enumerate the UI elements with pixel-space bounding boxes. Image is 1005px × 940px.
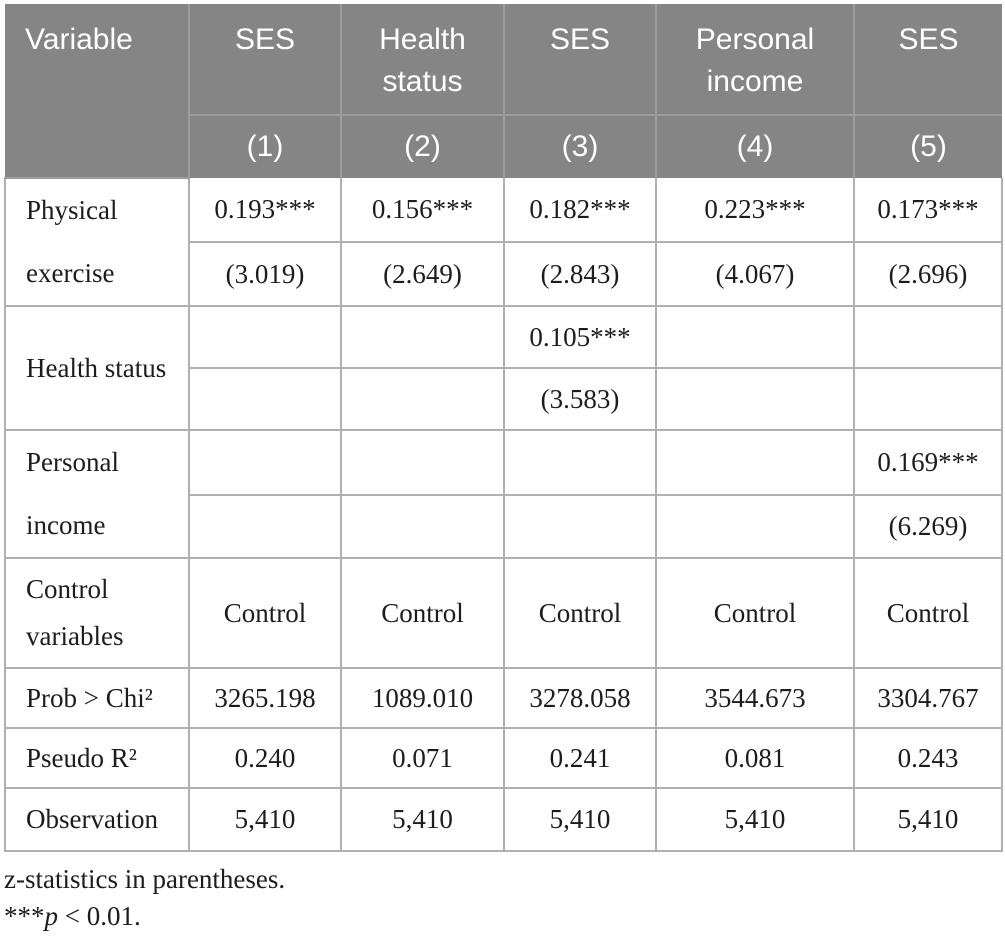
- header-model-1: SES: [188, 4, 342, 116]
- cell-pseudo-5: 0.243: [853, 727, 1003, 789]
- cell-health-coef-1: [188, 305, 342, 369]
- header-variable-cell: Variable: [5, 4, 190, 179]
- cell-pseudo-2: 0.071: [340, 727, 505, 789]
- cell-health-coef-2: [340, 305, 505, 369]
- cell-control-5: Control: [853, 557, 1003, 669]
- note-zstatistics: z-statistics in parentheses.: [4, 864, 286, 894]
- note-significance-stars: ***: [4, 901, 45, 931]
- header-model-2: Health status: [340, 4, 505, 116]
- cell-obs-1: 5,410: [188, 787, 342, 852]
- label-pseudo-r2: Pseudo R²: [4, 727, 190, 789]
- cell-income-z-5: (6.269): [853, 493, 1003, 560]
- row-pseudo-r2: Pseudo R² 0.240 0.071 0.241 0.081 0.243: [4, 727, 1003, 789]
- cell-control-2: Control: [340, 557, 505, 669]
- cell-income-coef-2: [340, 429, 505, 496]
- cell-physical-coef-4: 0.223***: [655, 178, 855, 243]
- label-observation: Observation: [4, 787, 190, 852]
- cell-control-1: Control: [188, 557, 342, 669]
- cell-physical-z-5: (2.696): [853, 241, 1003, 307]
- cell-physical-z-4: (4.067): [655, 241, 855, 307]
- cell-income-z-2: [340, 493, 505, 560]
- label-physical-exercise: Physical exercise: [4, 178, 190, 307]
- cell-obs-4: 5,410: [655, 787, 855, 852]
- cell-pseudo-4: 0.081: [655, 727, 855, 789]
- row-control-variables: Control variables Control Control Contro…: [4, 557, 1003, 669]
- cell-pseudo-1: 0.240: [188, 727, 342, 789]
- table-footnotes: z-statistics in parentheses. ***p < 0.01…: [4, 861, 1001, 935]
- label-health-status: Health status: [4, 305, 190, 431]
- cell-income-z-1: [188, 493, 342, 560]
- header-num-2: (2): [340, 114, 505, 178]
- cell-physical-z-3: (2.843): [503, 241, 657, 307]
- header-model-4: Personal income: [655, 4, 855, 116]
- cell-health-z-3: (3.583): [503, 367, 657, 431]
- cell-obs-5: 5,410: [853, 787, 1003, 852]
- row-physical-coef: Physical exercise 0.193*** 0.156*** 0.18…: [4, 178, 1003, 307]
- cell-income-coef-1: [188, 429, 342, 496]
- cell-physical-z-1: (3.019): [188, 241, 342, 307]
- header-num-1: (1): [188, 114, 342, 178]
- header-model-5: SES: [853, 4, 1002, 116]
- regression-results-table: Variable SES Health status SES Personal …: [4, 4, 1003, 852]
- header-row-models: Variable SES Health status SES Personal …: [5, 4, 1002, 179]
- cell-health-z-5: [853, 367, 1003, 431]
- cell-income-coef-4: [655, 429, 855, 496]
- row-income-coef: Personal income 0.169***: [4, 429, 1003, 559]
- label-control-variables: Control variables: [4, 557, 190, 669]
- cell-control-4: Control: [655, 557, 855, 669]
- cell-physical-coef-3: 0.182***: [503, 178, 657, 243]
- note-significance-threshold: < 0.01.: [58, 901, 141, 931]
- header-num-3: (3): [503, 114, 657, 178]
- cell-income-z-4: [655, 493, 855, 560]
- header-num-5: (5): [853, 114, 1002, 178]
- cell-physical-coef-2: 0.156***: [340, 178, 505, 243]
- cell-prob-3: 3278.058: [503, 667, 657, 729]
- cell-health-z-2: [340, 367, 505, 431]
- cell-prob-1: 3265.198: [188, 667, 342, 729]
- note-significance-pvar: p: [44, 901, 59, 931]
- cell-obs-3: 5,410: [503, 787, 657, 852]
- row-health-z: (3.583): [5, 367, 1003, 431]
- header-row-numbers: (1) (2) (3) (4) (5): [5, 114, 1002, 178]
- header-num-4: (4): [655, 114, 855, 178]
- cell-income-coef-3: [503, 429, 657, 496]
- cell-prob-2: 1089.010: [340, 667, 505, 729]
- cell-physical-coef-1: 0.193***: [188, 178, 342, 243]
- cell-prob-4: 3544.673: [655, 667, 855, 729]
- cell-obs-2: 5,410: [340, 787, 505, 852]
- cell-control-3: Control: [503, 557, 657, 669]
- cell-physical-z-2: (2.649): [340, 241, 505, 307]
- cell-health-z-4: [655, 367, 855, 431]
- header-model-3: SES: [503, 4, 657, 116]
- row-observation: Observation 5,410 5,410 5,410 5,410 5,41…: [4, 787, 1003, 852]
- cell-health-coef-5: [853, 305, 1003, 369]
- cell-health-coef-3: 0.105***: [503, 305, 657, 369]
- cell-prob-5: 3304.767: [853, 667, 1003, 729]
- row-prob-chi2: Prob > Chi² 3265.198 1089.010 3278.058 3…: [4, 667, 1003, 729]
- cell-income-coef-5: 0.169***: [853, 429, 1003, 496]
- cell-health-z-1: [188, 367, 342, 431]
- cell-pseudo-3: 0.241: [503, 727, 657, 789]
- cell-health-coef-4: [655, 305, 855, 369]
- row-physical-z: (3.019) (2.649) (2.843) (4.067) (2.696): [5, 241, 1003, 307]
- label-prob-chi2: Prob > Chi²: [4, 667, 190, 729]
- cell-income-z-3: [503, 493, 657, 560]
- cell-physical-coef-5: 0.173***: [853, 178, 1003, 243]
- label-personal-income: Personal income: [4, 429, 190, 559]
- note-significance: ***p < 0.01.: [4, 898, 1001, 935]
- row-income-z: (6.269): [5, 493, 1003, 560]
- row-health-coef: Health status 0.105***: [4, 305, 1003, 431]
